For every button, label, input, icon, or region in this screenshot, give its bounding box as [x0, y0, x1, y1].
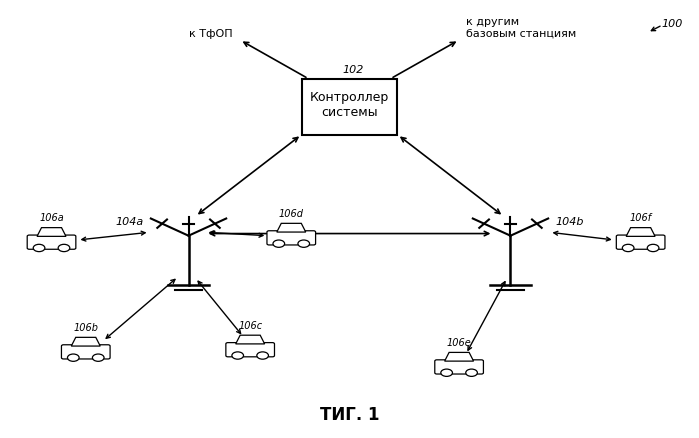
Text: 106b: 106b: [73, 322, 99, 332]
Text: к ТфОП: к ТфОП: [189, 29, 233, 39]
Text: 106f: 106f: [630, 213, 651, 223]
Text: 106d: 106d: [279, 208, 304, 219]
Circle shape: [466, 369, 477, 377]
Polygon shape: [71, 338, 100, 346]
Circle shape: [622, 245, 634, 252]
Circle shape: [68, 354, 79, 361]
Text: 106e: 106e: [447, 337, 472, 347]
Circle shape: [34, 245, 45, 252]
Text: Контроллер
системы: Контроллер системы: [310, 91, 389, 119]
FancyBboxPatch shape: [435, 360, 484, 374]
Circle shape: [647, 245, 659, 252]
Text: 104b: 104b: [555, 216, 584, 226]
Polygon shape: [37, 228, 66, 237]
Text: 100: 100: [661, 19, 682, 28]
Circle shape: [58, 245, 70, 252]
FancyBboxPatch shape: [27, 236, 75, 250]
Circle shape: [232, 352, 243, 359]
Text: 106a: 106a: [39, 213, 64, 223]
Polygon shape: [626, 228, 655, 237]
Polygon shape: [445, 353, 474, 361]
Circle shape: [257, 352, 268, 359]
Polygon shape: [277, 224, 305, 233]
Circle shape: [92, 354, 104, 361]
Text: 104a: 104a: [116, 216, 144, 226]
Text: 106c: 106c: [238, 320, 262, 330]
Polygon shape: [236, 336, 265, 344]
FancyBboxPatch shape: [267, 231, 315, 245]
FancyBboxPatch shape: [301, 79, 398, 135]
Text: к другим
базовым станциям: к другим базовым станциям: [466, 17, 576, 39]
Text: ΤИГ. 1: ΤИГ. 1: [319, 405, 380, 423]
Circle shape: [273, 240, 284, 248]
FancyBboxPatch shape: [62, 345, 110, 359]
FancyBboxPatch shape: [226, 343, 275, 357]
FancyBboxPatch shape: [617, 236, 665, 250]
Text: 102: 102: [343, 64, 363, 74]
Circle shape: [298, 240, 310, 248]
Circle shape: [441, 369, 452, 377]
